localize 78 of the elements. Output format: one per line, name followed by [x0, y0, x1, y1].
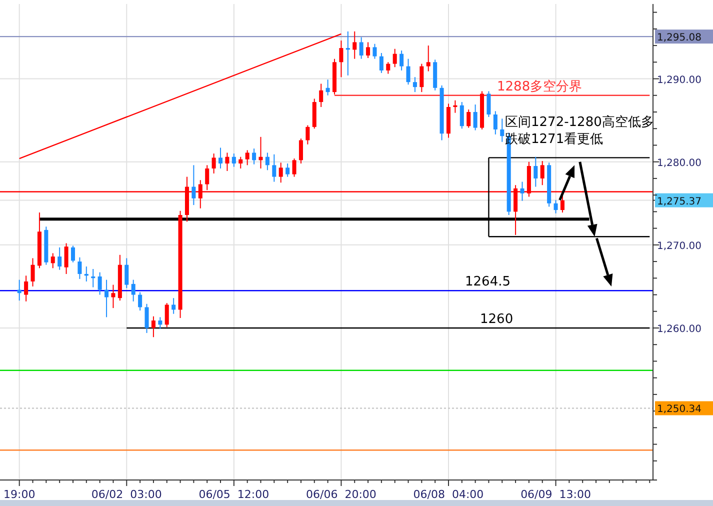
- y-tick-label: 1,280.00: [657, 158, 702, 169]
- candlestick: [326, 79, 330, 96]
- candlestick: [520, 181, 524, 202]
- candlestick: [554, 200, 558, 214]
- candlestick: [392, 48, 397, 68]
- x-tick-label: 19:00: [4, 488, 36, 501]
- candlestick: [258, 136, 263, 169]
- candlestick: [500, 118, 504, 142]
- candlestick: [50, 252, 55, 269]
- candlestick: [111, 284, 116, 309]
- candlestick: [138, 292, 142, 312]
- candlestick: [420, 63, 424, 93]
- candlestick: [352, 30, 357, 60]
- candlestick: [540, 160, 544, 186]
- candlestick: [124, 258, 129, 289]
- candlestick: [30, 258, 35, 287]
- candlestick: [172, 298, 176, 314]
- candlestick: [151, 316, 156, 338]
- candlestick: [379, 52, 384, 74]
- annotation: 1288多空分界: [497, 79, 582, 94]
- candlestick: [58, 246, 62, 270]
- candlestick: [372, 43, 377, 60]
- candlestick: [466, 109, 471, 128]
- candlestick: [64, 242, 68, 274]
- candlestick: [104, 279, 109, 318]
- candlestick: [306, 124, 310, 145]
- candlestick: [473, 104, 478, 131]
- candlestick: [252, 148, 256, 165]
- candlestick: [24, 275, 28, 302]
- candlestick: [225, 152, 230, 172]
- candlestick: [359, 36, 364, 60]
- candlestick: [131, 279, 136, 302]
- annotation: 区间1272-1280高空低多: [505, 114, 654, 130]
- candlestick: [406, 58, 410, 86]
- candlestick: [319, 83, 324, 108]
- y-tick-label: 1,290.00: [657, 74, 702, 86]
- candlestick: [98, 272, 102, 296]
- candlestick: [298, 138, 303, 164]
- annotation: 1264.5: [465, 274, 510, 290]
- candlestick: [460, 102, 464, 130]
- candlestick: [212, 153, 216, 174]
- candlestick: [412, 76, 417, 93]
- candlestick: [400, 50, 404, 71]
- x-tick-label: 06/06 20:00: [306, 488, 376, 501]
- candlestick: [245, 150, 250, 166]
- candlestick: [560, 195, 564, 214]
- y-tick-label: 1,260.00: [657, 324, 702, 335]
- candlestick: [78, 256, 82, 280]
- candlestick: [272, 154, 276, 182]
- candlestick: [286, 162, 290, 178]
- candlestick: [164, 302, 169, 328]
- y-tick-label: 1,270.00: [657, 240, 702, 252]
- candlestick: [144, 303, 149, 334]
- candlestick: [238, 156, 243, 169]
- x-tick-label: 06/05 12:00: [198, 488, 270, 501]
- annotation: 1260: [480, 312, 514, 327]
- candlestick: [493, 110, 498, 135]
- candlestick: [70, 245, 76, 263]
- candlestick: [339, 40, 344, 78]
- candlestick: [278, 162, 283, 184]
- candlestick: [265, 152, 270, 171]
- candlestick: [366, 42, 370, 58]
- candlestick: [192, 164, 196, 206]
- candlestick: [386, 62, 390, 74]
- candlestick: [17, 279, 22, 302]
- x-tick-label: 06/09 13:00: [520, 488, 591, 501]
- candlestick: [534, 156, 538, 188]
- y-tick-label: 1,275.37: [657, 196, 702, 208]
- ref-line-label: 1,295.08: [657, 32, 702, 44]
- candlestick: [218, 147, 223, 169]
- candlestick: [486, 90, 491, 118]
- x-tick-label: 06/08 04:00: [413, 488, 484, 501]
- ref-line-label: 1,250.34: [657, 404, 702, 416]
- candlestick: [426, 45, 430, 72]
- candlestick: [232, 153, 236, 168]
- x-tick-label: 06/02 03:00: [91, 488, 162, 501]
- candlestick: [158, 316, 162, 330]
- candlestick: [292, 158, 296, 178]
